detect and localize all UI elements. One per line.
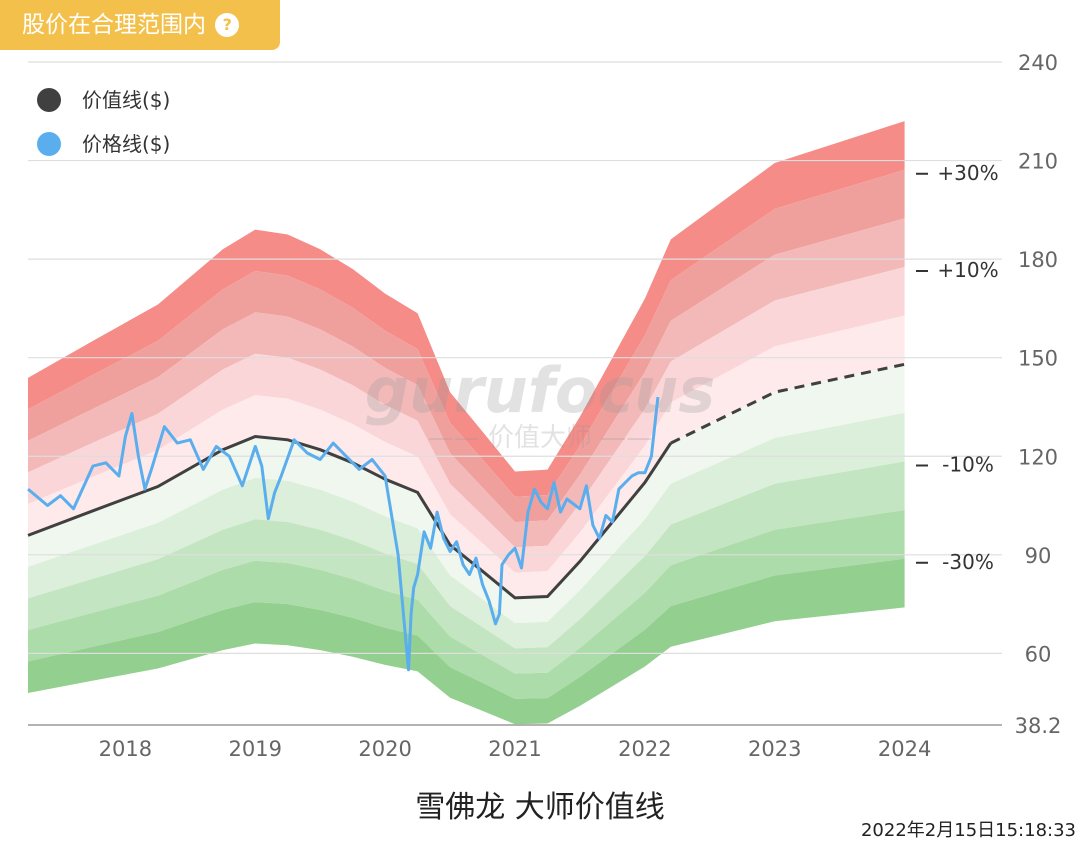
- valuation-band: [28, 121, 905, 497]
- watermark-brand: gurufocus: [365, 354, 716, 427]
- chart-title: 雪佛龙 大师价值线: [415, 790, 665, 825]
- x-tick-label: 2020: [358, 737, 411, 761]
- y-tick-label: 210: [1018, 150, 1058, 174]
- valuation-band: [28, 558, 905, 725]
- valuation-band: [28, 218, 905, 548]
- legend-label: 价格线($): [82, 132, 170, 156]
- valuation-band: [28, 169, 905, 523]
- valuation-band: [28, 510, 905, 699]
- band-label: -30%: [942, 550, 994, 574]
- grid-lines: [28, 61, 1002, 726]
- y-tick-label: 240: [1018, 51, 1058, 75]
- status-badge: 股价在合理范围内 ?: [0, 0, 280, 50]
- x-axis: 2018 2019 2020 2021 2022 2023 2024: [99, 737, 932, 761]
- band-label: +30%: [937, 161, 998, 185]
- valuation-band: [28, 461, 905, 674]
- legend: 价值线($) 价格线($): [37, 88, 170, 156]
- band-labels: +30% +10% -10% -30%: [916, 161, 999, 574]
- x-tick-label: 2022: [618, 737, 671, 761]
- x-tick-label: 2019: [229, 737, 282, 761]
- timestamp: 2022年2月15日15:18:33: [860, 820, 1076, 841]
- legend-marker: [37, 132, 61, 156]
- y-tick-label: 60: [1025, 642, 1052, 666]
- x-tick-label: 2021: [488, 737, 541, 761]
- y-tick-label: 120: [1018, 445, 1058, 469]
- x-tick-label: 2024: [878, 737, 931, 761]
- y-axis: 240 210 180 150 120 90 60 38.2: [1015, 51, 1062, 738]
- legend-label: 价值线($): [82, 88, 170, 112]
- y-tick-label: 150: [1018, 347, 1058, 371]
- legend-marker: [37, 88, 61, 112]
- price-line: [27, 396, 660, 672]
- band-label: -10%: [942, 453, 994, 477]
- watermark: gurufocus —— 价值大师 ——: [365, 354, 716, 453]
- y-tick-label: 180: [1018, 248, 1058, 272]
- x-tick-label: 2023: [748, 737, 801, 761]
- value-line-projected: [670, 362, 905, 445]
- band-label: +10%: [937, 258, 998, 282]
- series-lines: [27, 362, 905, 672]
- status-badge-label: 股价在合理范围内: [22, 12, 206, 38]
- valuation-band: [28, 412, 905, 649]
- valuation-band: [28, 267, 905, 573]
- watermark-sub: —— 价值大师 ——: [428, 423, 653, 453]
- y-tick-label: 90: [1025, 544, 1052, 568]
- x-tick-label: 2018: [99, 737, 152, 761]
- question-circle-icon[interactable]: ?: [215, 13, 240, 37]
- y-tick-label: 38.2: [1015, 714, 1062, 738]
